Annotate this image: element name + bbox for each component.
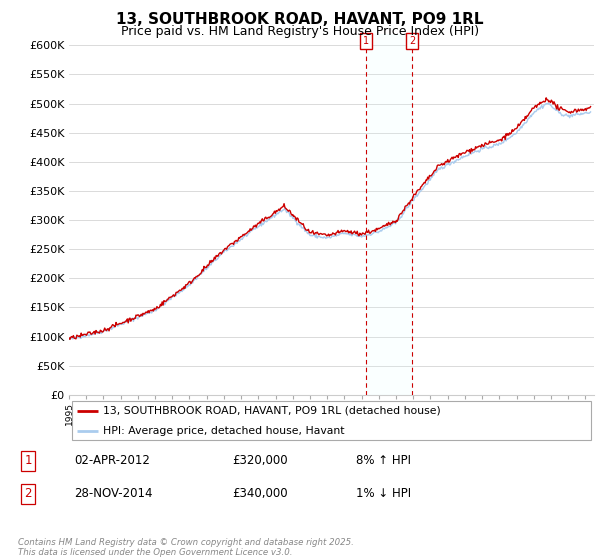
Text: 1: 1 [25, 454, 32, 468]
Text: 1% ↓ HPI: 1% ↓ HPI [356, 487, 412, 501]
Text: 2: 2 [25, 487, 32, 501]
Text: 02-APR-2012: 02-APR-2012 [74, 454, 150, 468]
Text: 13, SOUTHBROOK ROAD, HAVANT, PO9 1RL (detached house): 13, SOUTHBROOK ROAD, HAVANT, PO9 1RL (de… [103, 406, 441, 416]
Text: 28-NOV-2014: 28-NOV-2014 [74, 487, 153, 501]
Text: 8% ↑ HPI: 8% ↑ HPI [356, 454, 412, 468]
Bar [366, 34, 412, 395]
Text: HPI: Average price, detached house, Havant: HPI: Average price, detached house, Hava… [103, 427, 344, 436]
Text: 13, SOUTHBROOK ROAD, HAVANT, PO9 1RL: 13, SOUTHBROOK ROAD, HAVANT, PO9 1RL [116, 12, 484, 27]
Text: 1: 1 [363, 36, 369, 46]
Text: £320,000: £320,000 [232, 454, 288, 468]
Text: Contains HM Land Registry data © Crown copyright and database right 2025.
This d: Contains HM Land Registry data © Crown c… [18, 538, 354, 557]
Text: Price paid vs. HM Land Registry's House Price Index (HPI): Price paid vs. HM Land Registry's House … [121, 25, 479, 38]
Text: 2: 2 [409, 36, 415, 46]
Text: £340,000: £340,000 [232, 487, 288, 501]
FancyBboxPatch shape [71, 401, 592, 440]
